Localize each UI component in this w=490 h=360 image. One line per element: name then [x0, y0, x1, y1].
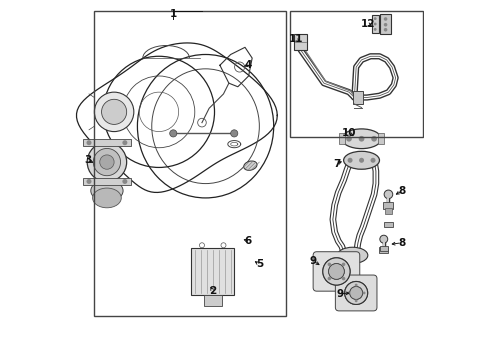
Circle shape: [374, 17, 377, 20]
Circle shape: [359, 158, 364, 163]
Circle shape: [355, 300, 358, 302]
Circle shape: [100, 155, 114, 169]
Circle shape: [87, 179, 92, 184]
Text: 1: 1: [170, 9, 177, 19]
Text: 8: 8: [398, 238, 406, 248]
Text: 9: 9: [337, 289, 343, 299]
Bar: [371, 15, 379, 33]
FancyBboxPatch shape: [313, 252, 360, 291]
Circle shape: [346, 136, 352, 141]
Circle shape: [323, 258, 350, 285]
Text: 7: 7: [333, 159, 340, 169]
Circle shape: [87, 142, 126, 182]
Bar: [95, 12, 286, 316]
Bar: [294, 34, 307, 50]
Text: 9: 9: [310, 256, 317, 266]
Text: 5: 5: [256, 259, 263, 269]
Ellipse shape: [337, 247, 368, 264]
Circle shape: [363, 292, 366, 294]
Bar: [82, 139, 131, 146]
Text: 6: 6: [244, 236, 251, 246]
Text: 2: 2: [209, 286, 217, 296]
Ellipse shape: [244, 161, 257, 170]
Bar: [204, 295, 221, 306]
Ellipse shape: [93, 188, 122, 208]
Text: 4: 4: [244, 60, 251, 70]
Circle shape: [231, 130, 238, 137]
Circle shape: [347, 292, 350, 294]
Circle shape: [384, 17, 388, 21]
Bar: [384, 222, 393, 227]
Text: 3: 3: [84, 155, 92, 165]
Circle shape: [384, 190, 393, 199]
Circle shape: [342, 262, 345, 266]
Ellipse shape: [342, 129, 381, 149]
Bar: [191, 248, 234, 295]
Circle shape: [329, 264, 344, 279]
Ellipse shape: [91, 180, 123, 202]
Circle shape: [350, 287, 363, 300]
Circle shape: [344, 282, 368, 305]
Circle shape: [370, 158, 375, 163]
Circle shape: [329, 264, 344, 279]
Circle shape: [350, 287, 363, 300]
Circle shape: [101, 99, 126, 125]
Circle shape: [93, 148, 121, 176]
Bar: [380, 14, 391, 34]
Circle shape: [380, 235, 388, 243]
Bar: [383, 202, 393, 209]
Circle shape: [359, 136, 365, 141]
Circle shape: [122, 140, 127, 145]
Bar: [378, 134, 384, 144]
Bar: [339, 134, 344, 144]
Circle shape: [374, 28, 377, 31]
Circle shape: [344, 282, 368, 305]
Circle shape: [170, 130, 177, 137]
Circle shape: [384, 28, 388, 32]
Circle shape: [327, 277, 331, 280]
Circle shape: [371, 136, 377, 141]
Ellipse shape: [343, 151, 379, 169]
Bar: [290, 12, 422, 137]
FancyBboxPatch shape: [335, 275, 377, 311]
Bar: [379, 247, 388, 253]
Circle shape: [323, 258, 350, 285]
Bar: [385, 208, 392, 215]
Bar: [380, 246, 389, 251]
Text: 12: 12: [361, 19, 375, 29]
Bar: [353, 91, 364, 104]
Circle shape: [374, 23, 377, 26]
Circle shape: [327, 262, 331, 266]
Circle shape: [95, 92, 134, 132]
Circle shape: [384, 23, 388, 27]
Circle shape: [342, 277, 345, 280]
Circle shape: [122, 179, 127, 184]
Text: 8: 8: [398, 186, 406, 196]
Circle shape: [355, 284, 358, 287]
Bar: [82, 178, 131, 185]
Circle shape: [347, 158, 353, 163]
Circle shape: [87, 140, 92, 145]
Text: 11: 11: [289, 35, 303, 44]
Text: 10: 10: [342, 129, 357, 138]
